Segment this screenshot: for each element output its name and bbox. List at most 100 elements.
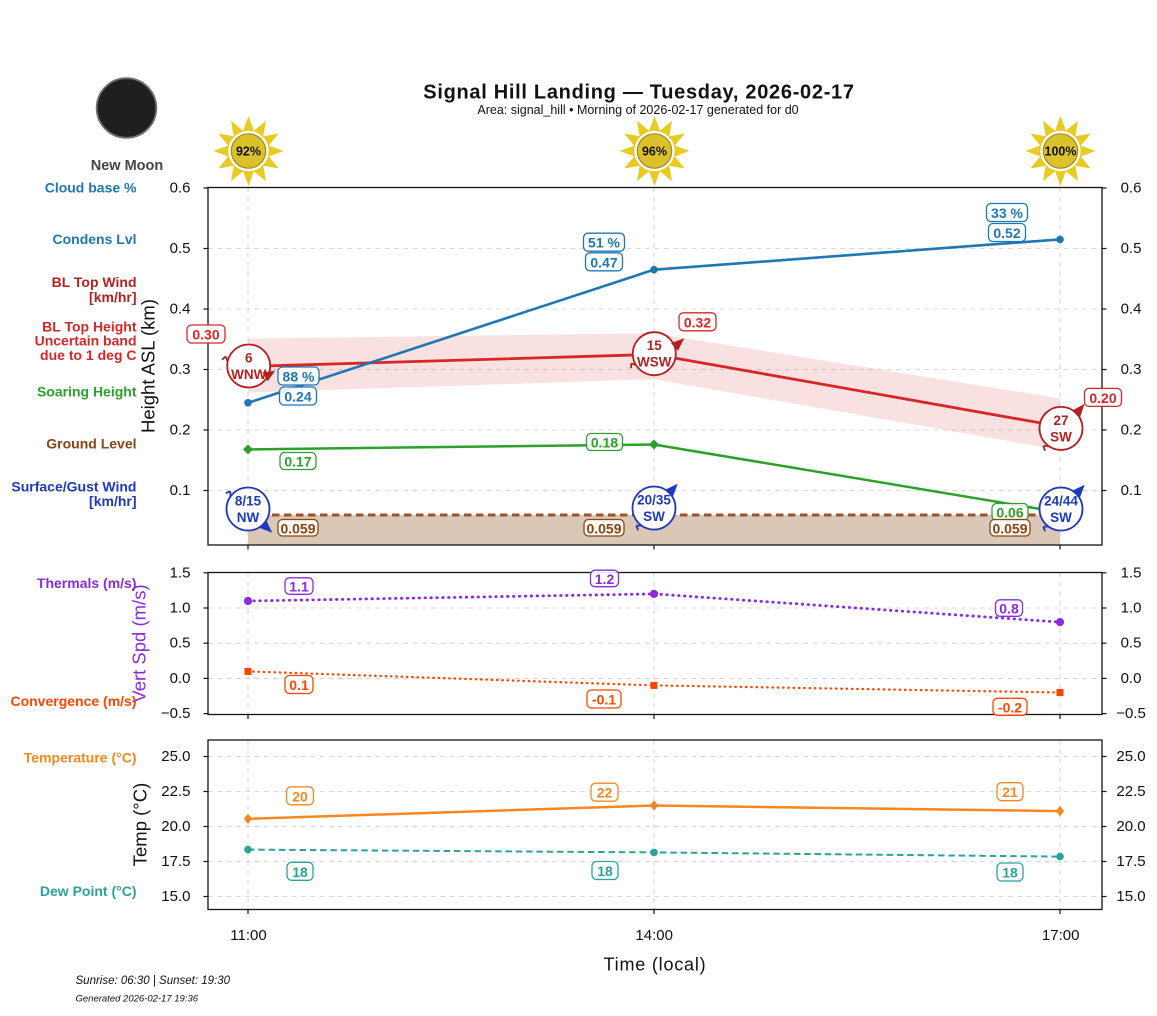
svg-text:20.0: 20.0 bbox=[1116, 818, 1145, 835]
svg-text:0.8: 0.8 bbox=[999, 601, 1019, 617]
svg-text:0.2: 0.2 bbox=[170, 422, 191, 439]
svg-text:17.5: 17.5 bbox=[161, 853, 190, 870]
svg-text:−0.5: −0.5 bbox=[161, 705, 191, 722]
svg-text:Signal Hill Landing — Tuesday,: Signal Hill Landing — Tuesday, 2026-02-1… bbox=[423, 82, 854, 104]
svg-text:88 %: 88 % bbox=[283, 369, 315, 385]
svg-text:0.5: 0.5 bbox=[170, 240, 191, 257]
svg-text:0.52: 0.52 bbox=[993, 225, 1020, 241]
svg-text:17.5: 17.5 bbox=[1116, 853, 1145, 870]
svg-text:Temp (°C): Temp (°C) bbox=[130, 783, 151, 866]
svg-text:21: 21 bbox=[1002, 784, 1018, 800]
svg-text:SW: SW bbox=[1050, 510, 1072, 525]
svg-text:15.0: 15.0 bbox=[1116, 888, 1145, 905]
svg-text:25.0: 25.0 bbox=[1116, 748, 1145, 765]
svg-text:due to 1 deg C: due to 1 deg C bbox=[40, 347, 136, 363]
svg-text:Condens Lvl: Condens Lvl bbox=[52, 231, 136, 247]
svg-text:Time (local): Time (local) bbox=[604, 955, 707, 975]
svg-text:Height ASL (km): Height ASL (km) bbox=[138, 299, 159, 433]
svg-text:Area: signal_hill • Morning of: Area: signal_hill • Morning of 2026-02-1… bbox=[477, 103, 798, 117]
svg-text:Ground Level: Ground Level bbox=[46, 435, 136, 451]
svg-text:15: 15 bbox=[647, 338, 663, 353]
svg-text:0.1: 0.1 bbox=[289, 677, 309, 693]
svg-text:15.0: 15.0 bbox=[161, 888, 190, 905]
svg-text:0.47: 0.47 bbox=[590, 254, 617, 270]
svg-text:11:00: 11:00 bbox=[230, 927, 266, 944]
svg-text:Uncertain band: Uncertain band bbox=[35, 333, 137, 349]
svg-text:Soaring Height: Soaring Height bbox=[37, 384, 137, 400]
svg-text:1.1: 1.1 bbox=[289, 579, 309, 595]
svg-text:1.2: 1.2 bbox=[595, 571, 615, 587]
svg-text:22.5: 22.5 bbox=[1116, 783, 1145, 800]
svg-text:0.059: 0.059 bbox=[992, 520, 1027, 536]
svg-text:Sunrise: 06:30 | Sunset: 19:30: Sunrise: 06:30 | Sunset: 19:30 bbox=[76, 975, 231, 987]
svg-text:0.18: 0.18 bbox=[591, 435, 618, 451]
svg-text:Thermals (m/s): Thermals (m/s) bbox=[37, 575, 137, 591]
svg-text:20/35: 20/35 bbox=[637, 493, 671, 508]
svg-text:Convergence (m/s): Convergence (m/s) bbox=[10, 693, 136, 709]
svg-text:22.5: 22.5 bbox=[161, 783, 190, 800]
svg-text:24/44: 24/44 bbox=[1044, 494, 1078, 509]
svg-text:0.1: 0.1 bbox=[1121, 482, 1142, 499]
svg-text:6: 6 bbox=[245, 351, 253, 366]
svg-text:0.4: 0.4 bbox=[170, 301, 191, 318]
svg-text:0.5: 0.5 bbox=[1121, 240, 1142, 257]
svg-text:18: 18 bbox=[597, 863, 613, 879]
svg-text:0.5: 0.5 bbox=[1121, 635, 1142, 652]
svg-text:0.059: 0.059 bbox=[280, 520, 315, 536]
svg-text:0.0: 0.0 bbox=[170, 670, 191, 687]
svg-text:0.059: 0.059 bbox=[586, 520, 621, 536]
svg-text:Generated 2026-02-17 19:36: Generated 2026-02-17 19:36 bbox=[76, 994, 199, 1005]
svg-text:100%: 100% bbox=[1045, 145, 1077, 159]
svg-text:0.06: 0.06 bbox=[996, 505, 1023, 521]
svg-text:8/15: 8/15 bbox=[235, 494, 262, 509]
svg-text:0.6: 0.6 bbox=[170, 180, 191, 197]
svg-text:New Moon: New Moon bbox=[91, 158, 164, 174]
svg-text:96%: 96% bbox=[642, 145, 667, 159]
svg-text:BL Top Wind: BL Top Wind bbox=[52, 274, 137, 290]
svg-text:1.0: 1.0 bbox=[1121, 600, 1142, 617]
svg-text:Dew Point (°C): Dew Point (°C) bbox=[40, 883, 137, 899]
svg-text:Cloud base %: Cloud base % bbox=[45, 180, 137, 196]
svg-text:18: 18 bbox=[292, 864, 308, 880]
svg-text:20: 20 bbox=[292, 788, 308, 804]
svg-text:0.1: 0.1 bbox=[170, 482, 191, 499]
svg-text:−0.5: −0.5 bbox=[1116, 705, 1146, 722]
svg-text:1.5: 1.5 bbox=[170, 564, 191, 581]
svg-text:WNW: WNW bbox=[231, 367, 266, 382]
svg-text:Vert Spd (m/s): Vert Spd (m/s) bbox=[129, 584, 150, 702]
svg-text:NW: NW bbox=[237, 510, 260, 525]
svg-text:20.0: 20.0 bbox=[161, 818, 190, 835]
svg-text:1.0: 1.0 bbox=[170, 600, 191, 617]
svg-text:0.6: 0.6 bbox=[1121, 180, 1142, 197]
svg-text:[km/hr]: [km/hr] bbox=[89, 289, 136, 305]
svg-text:0.17: 0.17 bbox=[284, 454, 311, 470]
svg-text:0.24: 0.24 bbox=[284, 389, 311, 405]
svg-text:0.5: 0.5 bbox=[170, 635, 191, 652]
svg-text:-0.1: -0.1 bbox=[592, 692, 616, 708]
svg-text:0.3: 0.3 bbox=[1121, 361, 1142, 378]
svg-text:27: 27 bbox=[1053, 413, 1068, 428]
svg-text:0.32: 0.32 bbox=[684, 314, 711, 330]
svg-text:0.2: 0.2 bbox=[1121, 422, 1142, 439]
svg-text:0.4: 0.4 bbox=[1121, 301, 1142, 318]
svg-text:0.3: 0.3 bbox=[170, 361, 191, 378]
svg-text:0.30: 0.30 bbox=[192, 327, 219, 343]
svg-text:17:00: 17:00 bbox=[1042, 927, 1080, 944]
svg-text:51 %: 51 % bbox=[588, 235, 620, 251]
svg-text:Temperature (°C): Temperature (°C) bbox=[24, 749, 137, 765]
svg-text:0.20: 0.20 bbox=[1089, 390, 1116, 406]
svg-text:18: 18 bbox=[1002, 865, 1018, 881]
svg-text:33 %: 33 % bbox=[991, 205, 1023, 221]
svg-text:[km/hr]: [km/hr] bbox=[89, 493, 136, 509]
svg-text:WSW: WSW bbox=[637, 355, 672, 370]
svg-text:BL Top Height: BL Top Height bbox=[42, 318, 137, 334]
svg-text:1.5: 1.5 bbox=[1121, 564, 1142, 581]
svg-text:92%: 92% bbox=[236, 145, 261, 159]
svg-text:Surface/Gust Wind: Surface/Gust Wind bbox=[11, 478, 136, 494]
svg-text:25.0: 25.0 bbox=[161, 748, 190, 765]
svg-text:22: 22 bbox=[597, 785, 613, 801]
svg-text:SW: SW bbox=[643, 509, 665, 524]
svg-text:-0.2: -0.2 bbox=[998, 699, 1022, 715]
svg-text:SW: SW bbox=[1050, 429, 1072, 444]
svg-text:0.0: 0.0 bbox=[1121, 670, 1142, 687]
